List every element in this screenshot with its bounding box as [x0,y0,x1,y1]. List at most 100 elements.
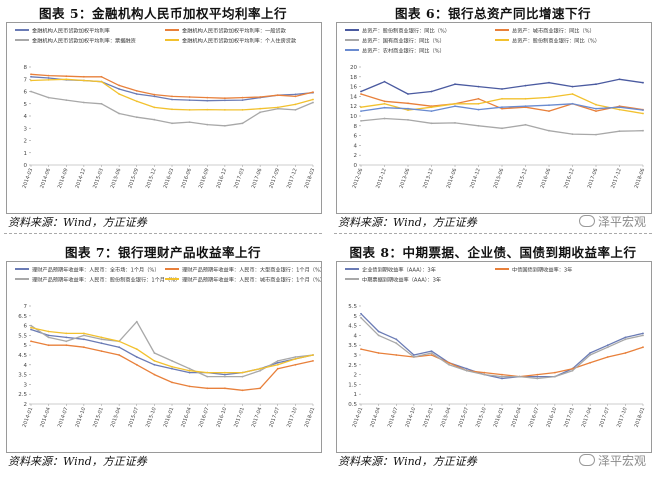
data-point [465,367,468,370]
y-tick-label: 8 [354,124,358,130]
x-tick-label: 2017-07 [268,407,281,429]
data-point [571,369,574,372]
data-point [501,377,503,380]
x-tick-label: 2014-12 [74,168,87,190]
dashed-divider [334,233,652,234]
data-point [65,75,68,78]
x-tick-label: 2017-10 [286,407,299,429]
data-point [407,107,409,110]
data-point [276,360,279,362]
x-tick-label: 2015-10 [475,407,488,429]
y-tick-label: 1.5 [348,382,357,388]
data-point [241,122,244,125]
x-tick-label: 2014-07 [57,407,70,429]
data-point [377,334,380,337]
x-tick-label: 2017-12 [286,168,299,190]
data-point [465,369,468,372]
data-point [383,80,386,83]
data-point [395,354,398,356]
legend-label: 中期票据到期收益率（AAA）：3年 [362,276,441,284]
plot-area: 企业债到期收益率（AAA）：3年 中债国债到期收益率：3年 中期票据到期收益率（AA… [336,261,652,453]
data-point [413,356,415,358]
plot-area: 金融机构人民币贷款加权平均利率 金融机构人民币贷款加权平均利率：一般贷款 金融机构人… [6,22,322,214]
data-point [360,90,362,93]
chart-panel-7: 图表 7：银行理财产品收益率上行 理财产品预期年收益率：人民币：全市场：1个月（… [2,240,324,474]
data-point [118,88,120,90]
data-point [100,80,103,83]
series-line [30,78,314,111]
data-point [618,78,621,81]
y-tick-label: 2.5 [18,392,27,398]
data-point [383,102,386,105]
data-point [606,346,609,349]
data-point [206,108,209,111]
data-point [595,107,597,110]
data-point [642,81,644,84]
data-point [589,354,591,356]
data-point [395,338,398,341]
x-tick-label: 2014-10 [74,407,87,429]
x-tick-label: 2015-12 [516,168,529,190]
legend-item: 总资产：股份制商业银行：同比（%） [345,27,450,35]
series-line [360,78,644,95]
x-tick-label: 2015-12 [145,168,158,190]
data-point [312,91,314,93]
legend-label: 理财产品预期年收益率：人民币：城市商业银行：1个月（%） [182,276,321,284]
data-point [548,81,550,84]
legend-item: 总资产：农村商业银行：同比（%） [345,47,445,55]
x-tick-label: 2014-09 [57,168,70,190]
x-tick-label: 2014-01 [352,407,365,429]
y-tick-label: 0 [24,163,28,169]
data-point [501,88,503,90]
series-line [360,117,644,136]
data-point [171,122,173,125]
y-tick-label: 6 [354,134,358,140]
x-tick-label: 2017-09 [268,168,281,190]
chart-title: 图表 5：金融机构人民币加权平均利率上行 [38,6,288,21]
data-point [454,83,456,86]
data-point [47,344,50,347]
data-point [524,97,527,100]
data-point [30,79,32,82]
data-point [153,118,156,121]
legend-item: 金融机构人民币贷款加权平均利率：个人住房贷款 [165,37,297,45]
data-point [135,320,138,323]
data-point [501,127,503,130]
y-tick-label: 6 [24,324,28,330]
chart-panel-8: 图表 8：中期票据、企业债、国债到期收益率上行 企业债到期收益率（AAA）：3年… [332,240,654,474]
x-tick-label: 2017-06 [587,168,600,190]
data-point [118,84,120,87]
legend-label: 金融机构人民币贷款加权平均利率：票据融资 [32,37,136,45]
data-point [83,334,85,337]
data-point [276,107,279,110]
x-tick-label: 2015-04 [440,407,453,429]
data-point [47,334,50,337]
data-point [135,356,138,358]
data-point [153,363,156,366]
data-point [501,106,503,109]
x-tick-label: 2016-10 [215,407,228,429]
x-tick-label: 2014-06 [446,168,459,190]
data-point [430,352,433,354]
data-point [153,352,156,354]
data-point [360,120,362,122]
data-point [294,95,297,98]
data-point [536,375,539,378]
data-point [430,122,433,125]
x-tick-label: 2018-03 [304,168,317,190]
data-point [501,373,503,376]
data-point [65,344,68,347]
data-point [83,79,85,82]
legend-item: 理财产品预期年收益率：人民币：城市商业银行：1个月（%） [165,276,321,284]
data-point [65,78,68,81]
data-point [430,354,433,356]
data-point [548,129,550,132]
data-point [47,96,50,99]
data-point [554,375,556,378]
data-point [206,123,209,126]
data-point [518,375,521,378]
x-tick-label: 2013-12 [422,168,435,190]
data-point [606,344,609,347]
y-tick-label: 3 [354,353,358,359]
dashed-divider [4,233,322,234]
